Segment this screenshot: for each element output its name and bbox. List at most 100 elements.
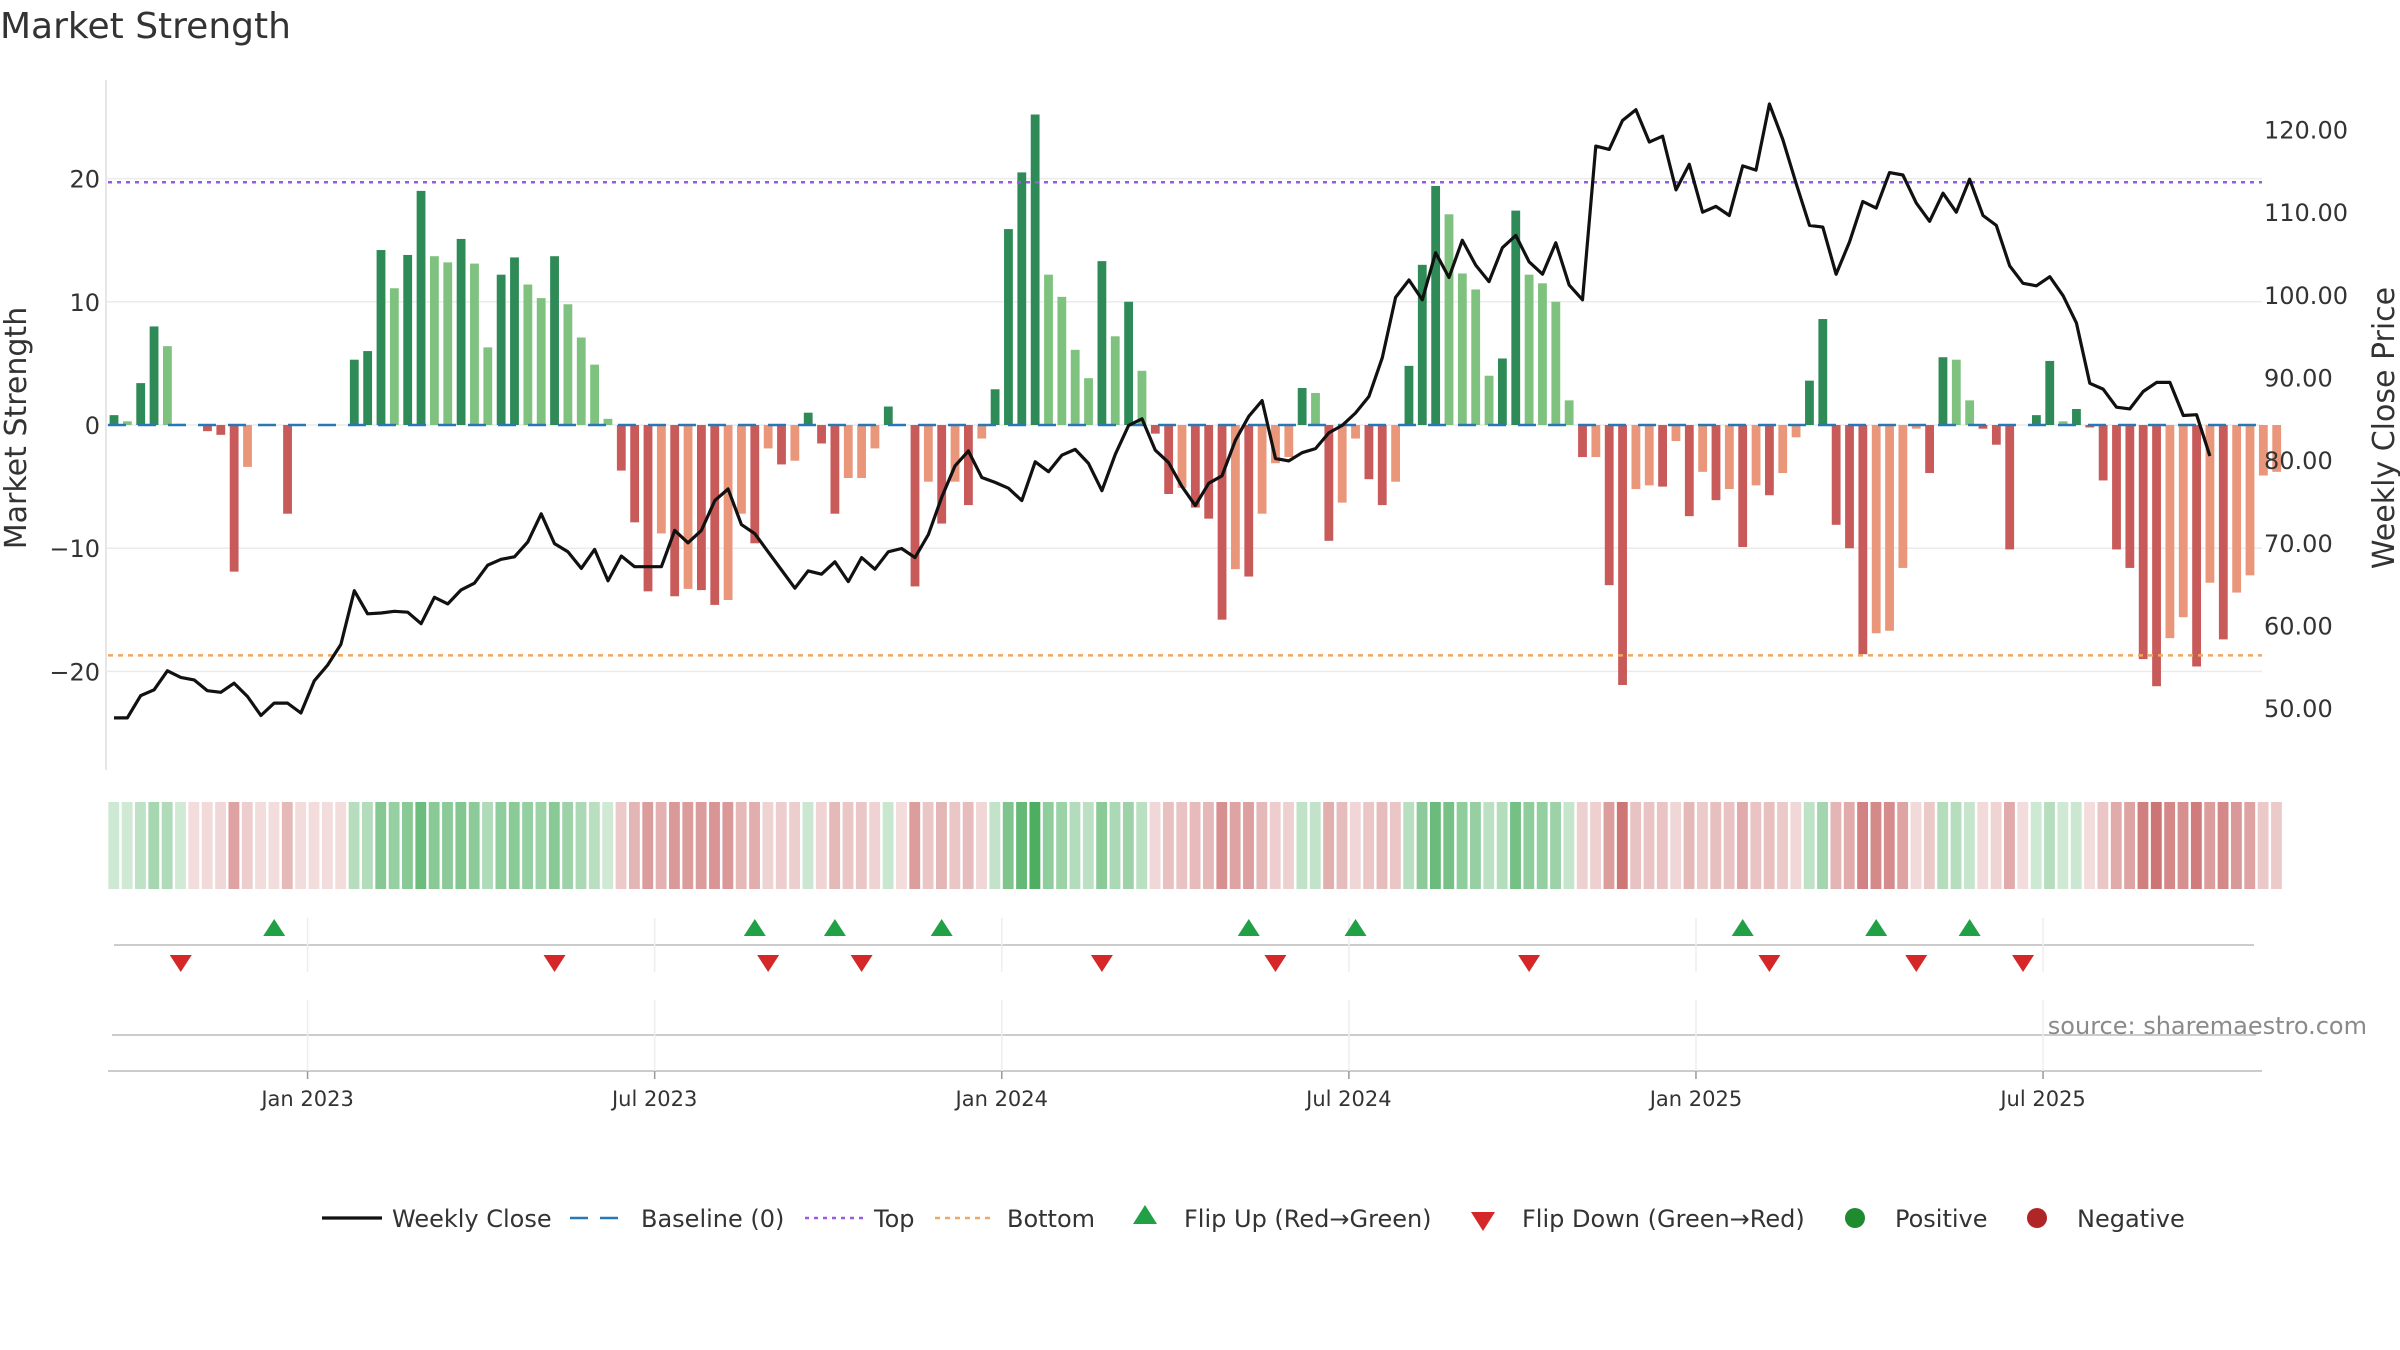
heat-cell — [188, 802, 200, 889]
strength-bar — [1564, 400, 1574, 425]
strength-bar — [1257, 425, 1267, 514]
strength-bar — [1110, 336, 1120, 425]
strength-bar — [2205, 425, 2215, 583]
heat-cell — [602, 802, 614, 889]
heat-cell — [1029, 802, 1041, 889]
strength-bar — [1204, 425, 1214, 519]
heat-cell — [949, 802, 961, 889]
strength-bar — [1084, 378, 1093, 425]
strength-bar — [923, 425, 933, 482]
heat-cell — [241, 802, 253, 889]
strength-bar — [1791, 425, 1801, 438]
strength-bar — [149, 326, 159, 425]
strength-bar — [1271, 425, 1280, 464]
flip-down-marker — [1090, 955, 1113, 972]
heat-cell — [308, 802, 320, 889]
right-tick-label: 80.00 — [2264, 447, 2333, 475]
strength-bar — [1524, 274, 1534, 425]
heat-cell — [1229, 802, 1241, 889]
heat-cell — [695, 802, 707, 889]
heat-cell — [1243, 802, 1254, 889]
heat-cell — [1857, 802, 1869, 889]
heat-cell — [575, 802, 587, 889]
heat-cell — [455, 802, 467, 889]
heat-cell — [2110, 802, 2122, 889]
heat-cell — [1750, 802, 1762, 889]
strength-bar — [283, 425, 292, 514]
strength-bar — [496, 274, 506, 425]
legend-label: Baseline (0) — [641, 1205, 784, 1233]
strength-bar — [1497, 358, 1507, 425]
heat-cell — [1443, 802, 1455, 889]
strength-bar — [1631, 425, 1641, 490]
strength-bar — [443, 262, 453, 425]
heat-cell — [615, 802, 627, 889]
heat-cell — [628, 802, 640, 889]
flip-down-marker — [169, 955, 192, 972]
heat-cell — [655, 802, 667, 889]
heat-cell — [1870, 802, 1882, 889]
strength-bar — [1698, 425, 1708, 472]
flip-markers — [169, 919, 2035, 972]
heat-cell — [1950, 802, 1962, 889]
strength-bar — [1391, 425, 1401, 482]
legend-swatch — [2027, 1208, 2047, 1228]
heat-cell — [1723, 802, 1735, 889]
x-tick-label: Jul 2024 — [1304, 1087, 1391, 1111]
heat-cell — [428, 802, 440, 889]
heat-cell — [789, 802, 801, 889]
heat-cell — [1683, 802, 1695, 889]
strength-bar — [1030, 114, 1040, 425]
strength-bar — [723, 425, 733, 600]
heat-cell — [121, 802, 133, 889]
legend-label: Weekly Close — [392, 1205, 552, 1233]
heat-cell — [1016, 802, 1027, 889]
strength-bar — [1925, 425, 1935, 474]
heat-cell — [468, 802, 480, 889]
heat-cell — [228, 802, 240, 889]
heat-cell — [1296, 802, 1308, 889]
flip-up-marker — [1865, 919, 1888, 936]
heat-cell — [1670, 802, 1682, 889]
heat-cell — [1042, 802, 1054, 889]
strength-bar — [1217, 425, 1227, 620]
heat-cell — [281, 802, 293, 889]
heat-cell — [1536, 802, 1548, 889]
strength-bar — [136, 383, 146, 425]
strength-bar — [1230, 425, 1240, 570]
strength-bar — [1337, 425, 1347, 503]
strength-bar — [2178, 425, 2188, 618]
strength-bar — [737, 425, 746, 514]
right-tick-label: 90.00 — [2264, 364, 2333, 392]
strength-bar — [1324, 425, 1334, 541]
heat-cell — [2257, 802, 2269, 889]
strength-bar — [576, 337, 586, 425]
heat-cell — [535, 802, 547, 889]
heat-cell — [2097, 802, 2109, 889]
strength-bar — [1177, 425, 1187, 488]
strength-bar — [616, 425, 626, 471]
heat-cell — [1937, 802, 1949, 889]
strength-bar — [830, 425, 840, 514]
heat-cell — [2164, 802, 2176, 889]
strength-bar — [1070, 349, 1080, 425]
x-axis-ticks: Jan 2023 Jul 2023 Jan 2024 Jul 2024 Jan 2025… — [259, 1071, 2086, 1111]
strength-bar — [883, 406, 893, 425]
heat-cell — [215, 802, 226, 889]
right-tick-label: 110.00 — [2264, 199, 2348, 227]
strength-bar — [550, 256, 559, 425]
legend-item: Negative — [2027, 1205, 2185, 1233]
right-tick-label: 60.00 — [2264, 612, 2333, 640]
heat-cell — [548, 802, 560, 889]
strength-bar — [1871, 425, 1881, 634]
heat-cell — [1483, 802, 1495, 889]
heat-cell — [976, 802, 987, 889]
heat-cell — [642, 802, 654, 889]
strength-bars — [109, 114, 2282, 687]
heat-cell — [1696, 802, 1708, 889]
strength-bar — [2258, 425, 2268, 476]
heat-cell — [1429, 802, 1441, 889]
heat-cell — [2084, 802, 2095, 889]
strength-bar — [603, 418, 613, 425]
strength-bar — [216, 425, 226, 435]
